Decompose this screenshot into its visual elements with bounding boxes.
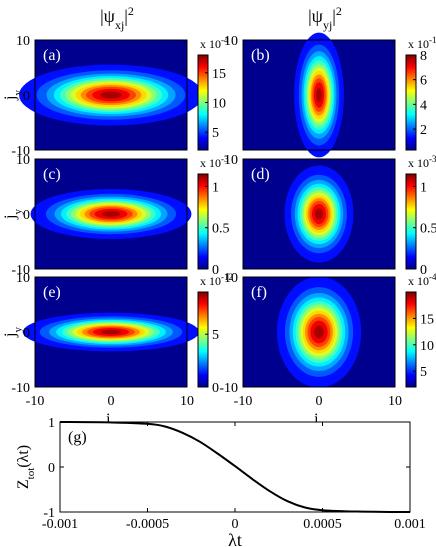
colorbar-tick-label: 0	[212, 381, 219, 396]
colorbar-frame	[405, 173, 417, 270]
colorbar-tick-label: 15	[212, 67, 226, 82]
y-tick-label: 10	[16, 34, 30, 49]
y-tick-label: 10	[224, 153, 238, 168]
x-tick-label: 0	[232, 517, 239, 532]
y-tick-label: -1	[43, 506, 55, 521]
heatmap-frame	[242, 39, 396, 151]
y-tick-label: 1	[48, 416, 55, 431]
colorbar	[406, 174, 416, 269]
colorbar-tick-label: 0	[420, 263, 427, 278]
x-tick-label: 10	[180, 394, 194, 409]
x-tick-label: 10	[388, 394, 402, 409]
heatmap-contour	[101, 211, 121, 217]
colorbar-tick-label: 2	[420, 123, 427, 138]
colorbar-exponent: x 10-4	[408, 272, 436, 288]
x-tick-label: 0	[108, 394, 115, 409]
colorbar-exponent: x 10-12	[408, 35, 436, 51]
heatmap-panel-d: (d) 10 1 0.5 0 x 10-3	[224, 153, 436, 278]
heatmap-frame	[242, 158, 396, 270]
x-tick-label: 0	[316, 394, 323, 409]
y-tick-label: -10	[11, 144, 30, 159]
heatmap-panel-b: (b) 10 8 6 4 2 x 10-12	[224, 32, 436, 158]
x-tick-label: 0.001	[394, 517, 426, 532]
panel-label: (g)	[68, 429, 87, 446]
y-tick-label: 10	[16, 153, 30, 168]
y-tick-label: 0	[23, 326, 30, 341]
colorbar-tick-label: 10	[420, 339, 434, 354]
colorbar-tick-label: 0.5	[420, 222, 436, 237]
colorbar	[406, 55, 416, 150]
colorbar	[406, 292, 416, 387]
y-tick-label: 10	[224, 271, 238, 286]
y-axis-label: jy	[2, 209, 24, 220]
y-tick-label: 0	[23, 89, 30, 104]
heatmap-contour	[314, 325, 324, 339]
colorbar-tick-label: 8	[420, 49, 427, 64]
y-tick-label: -10	[219, 381, 238, 396]
heatmap-frame	[242, 276, 396, 388]
x-axis-label: λt	[228, 530, 242, 547]
colorbar-frame	[197, 291, 209, 388]
x-tick-label: -10	[26, 394, 45, 409]
panel-label: (a)	[43, 47, 61, 64]
colorbar-exponent: x 10-12	[200, 272, 233, 288]
y-tick-label: 0	[48, 461, 55, 476]
colorbar-tick-label: 0.5	[212, 222, 230, 237]
x-tick-label: 0.0005	[303, 517, 342, 532]
colorbar-frame	[405, 54, 417, 151]
y-tick-label: 0	[23, 208, 30, 223]
heatmap-contour	[100, 91, 122, 99]
y-tick-label: -10	[11, 381, 30, 396]
heatmap-contour	[315, 208, 323, 220]
colorbar-tick-label: 6	[420, 74, 427, 89]
colorbar	[198, 174, 208, 269]
y-axis-label: jy	[2, 327, 24, 338]
colorbar-tick-label: 4	[420, 98, 427, 113]
y-tick-label: 10	[16, 271, 30, 286]
panel-label: (e)	[43, 284, 61, 301]
x-tick-label: -0.001	[42, 517, 78, 532]
colorbar-tick-label: 5	[420, 365, 427, 380]
heatmap-frame	[34, 39, 188, 151]
colorbar-tick-label: 1	[212, 180, 219, 195]
heatmap-frame	[34, 276, 188, 388]
x-tick-label: -10	[234, 394, 253, 409]
colorbar-frame	[197, 173, 209, 270]
column-title-x: |ψxj|2	[100, 4, 134, 32]
heatmap-panel-c: (c) 10 0 -10 jy 1 0.5 0 x 10-3	[2, 153, 230, 278]
colorbar-tick-label: 0	[212, 263, 219, 278]
colorbar	[198, 292, 208, 387]
panel-label: (c)	[43, 166, 61, 183]
heatmap-panel-a: (a) 10 0 -10 jy 15 10 5 x 10-4	[2, 34, 229, 159]
panel-label: (d)	[251, 166, 270, 183]
z-tot-curve	[59, 421, 411, 513]
colorbar-tick-label: 10	[212, 97, 226, 112]
colorbar-exponent: x 10-4	[200, 35, 229, 51]
heatmap-contour	[316, 87, 322, 103]
y-tick-label: -10	[11, 263, 30, 278]
x-tick-label: -0.0005	[126, 517, 169, 532]
colorbar	[198, 55, 208, 150]
colorbar-tick-label: 15	[420, 312, 434, 327]
panel-label: (b)	[251, 47, 270, 64]
colorbar-tick-label: 1	[420, 180, 427, 195]
line-panel-g: -0.001 -0.0005 0 0.0005 0.001 1 0 -1 (g) λt Ztot(λ…	[15, 416, 426, 547]
column-title-y: |ψyj|2	[308, 4, 342, 32]
y-axis-label: jy	[2, 90, 24, 101]
colorbar-tick-label: 5	[212, 126, 219, 141]
colorbar-exponent: x 10-3	[408, 154, 436, 170]
heatmap-frame	[34, 158, 188, 270]
y-axis-label: Ztot(λt)	[15, 445, 37, 489]
colorbar-frame	[405, 291, 417, 388]
colorbar-tick-label: 5	[212, 328, 219, 343]
heatmap-panel-f: (f)10-10-10010jx15105x 10-4	[219, 271, 436, 433]
colorbar-exponent: x 10-3	[200, 154, 229, 170]
y-tick-label: 10	[224, 34, 238, 49]
panel-label: (f)	[251, 284, 267, 301]
heatmap-contour	[100, 329, 122, 335]
